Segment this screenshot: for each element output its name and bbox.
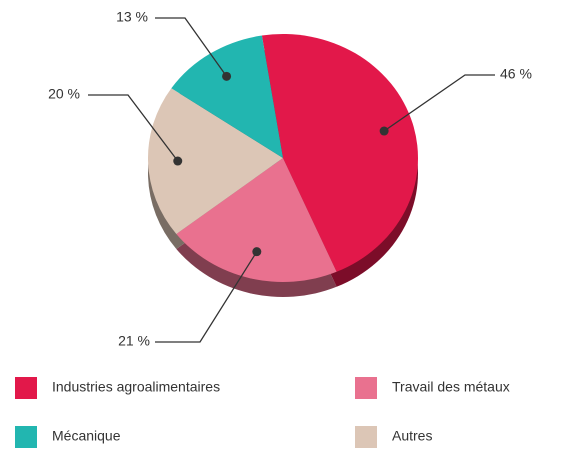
slice — [261, 34, 418, 272]
legend-swatch — [15, 426, 37, 448]
leader-line — [88, 94, 179, 162]
legend-swatch — [355, 377, 377, 399]
legend-label: Autres — [392, 428, 432, 444]
data-label: 20 % — [48, 86, 80, 102]
leader-line — [155, 251, 258, 343]
leader-dot — [379, 126, 389, 136]
data-label: 13 % — [116, 9, 148, 25]
slice — [176, 158, 337, 282]
legend-swatch — [355, 426, 377, 448]
leader-dot — [252, 247, 262, 257]
legend-label: Mécanique — [52, 428, 121, 444]
slice — [171, 35, 283, 159]
slice — [148, 88, 283, 235]
legend-label: Industries agroalimentaires — [52, 379, 220, 395]
data-label: 21 % — [118, 333, 150, 349]
leader-dot — [222, 71, 232, 81]
leader-dot — [173, 156, 183, 166]
legend-swatch — [15, 377, 37, 399]
leader-line — [383, 74, 495, 132]
leader-line — [155, 17, 228, 77]
data-label: 46 % — [500, 66, 532, 82]
legend-label: Travail des métaux — [392, 379, 510, 395]
